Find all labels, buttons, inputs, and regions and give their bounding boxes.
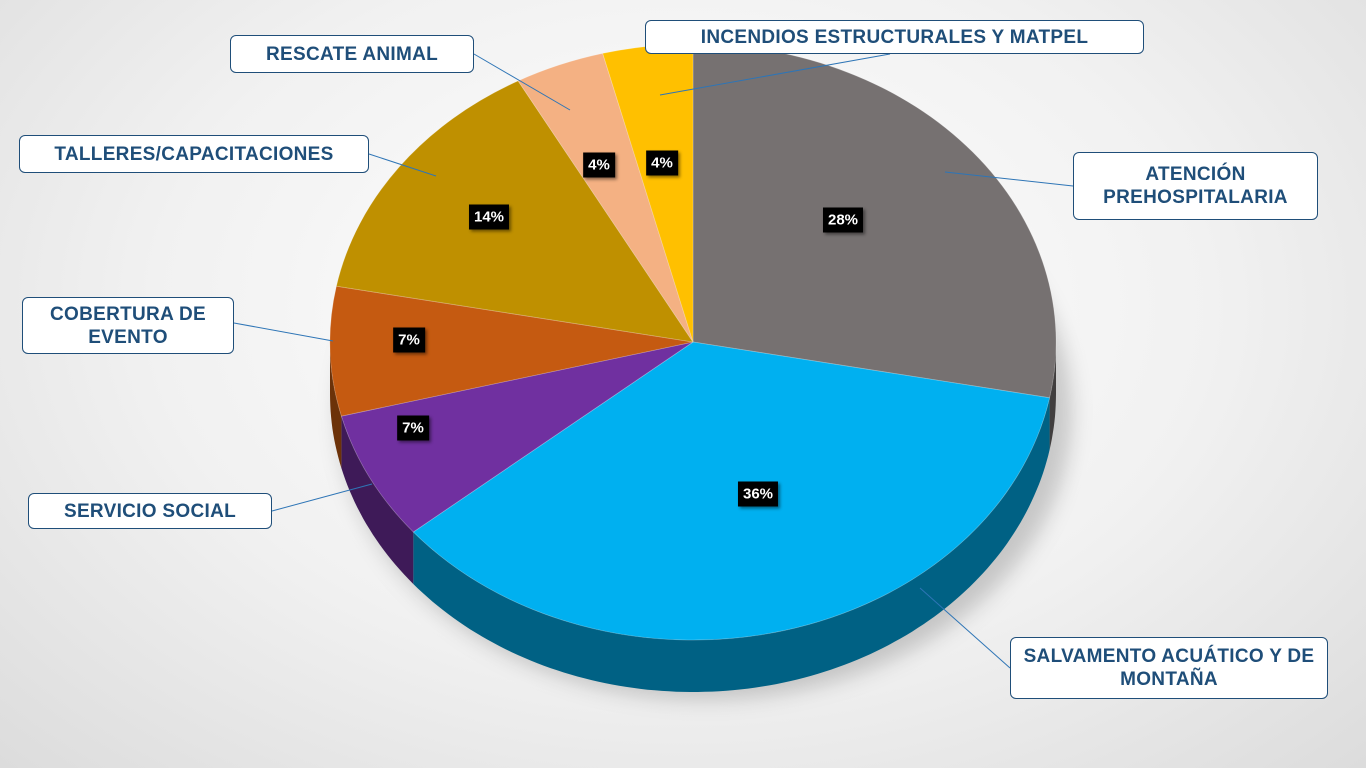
pie-slice-rescate-animal [517,52,694,343]
pie-side-servicio-social [341,416,414,584]
value-label-talleres-capacitaciones: 14% [468,204,510,230]
label-incendios-estructurales: INCENDIOS ESTRUCTURALES Y MATPEL [645,20,1144,54]
value-label-incendios-estructurales: 4% [646,150,678,176]
leader-line-talleres-capacitaciones [368,153,437,177]
label-salvamento-acuatico: SALVAMENTO ACUÁTICO Y DE MONTAÑA [1010,637,1328,699]
pie-slice-salvamento-acuatico-y-de-montana [412,341,1051,641]
pie-slice-cobertura-de-evento [329,285,694,417]
pie-slice-servicio-social [340,341,694,533]
pie-side-cobertura-de-evento [330,342,342,469]
value-label-cobertura-de-evento: 7% [393,327,425,353]
value-label-rescate-animal: 4% [583,152,615,178]
leader-line-servicio-social [271,483,373,512]
label-atencion-prehospitalaria: ATENCIÓN PREHOSPITALARIA [1073,152,1318,220]
label-rescate-animal: RESCATE ANIMAL [230,35,474,73]
leader-line-cobertura-de-evento [233,322,334,342]
label-servicio-social: SERVICIO SOCIAL [28,493,272,529]
leader-line-incendios-estructurales-y-matpel [659,53,891,96]
leader-line-rescate-animal [473,53,571,111]
value-label-atencion-prehospitalaria: 28% [822,207,864,233]
leader-line-salvamento-acuatico-y-de-montana [919,587,1011,669]
value-label-salvamento-acuatico: 36% [737,481,779,507]
pie-slice-atencion-prehospitalaria [692,43,1057,399]
value-label-servicio-social: 7% [397,415,429,441]
label-cobertura-de-evento: COBERTURA DE EVENTO [22,297,234,354]
pie-slice-talleres-capacitaciones [335,80,694,343]
pie-side-salvamento-acuatico-y-de-montana [413,397,1050,692]
pie-side-atencion-prehospitalaria [1049,342,1056,450]
leader-line-atencion-prehospitalaria [944,171,1074,187]
label-talleres-capacitaciones: TALLERES/CAPACITACIONES [19,135,369,173]
